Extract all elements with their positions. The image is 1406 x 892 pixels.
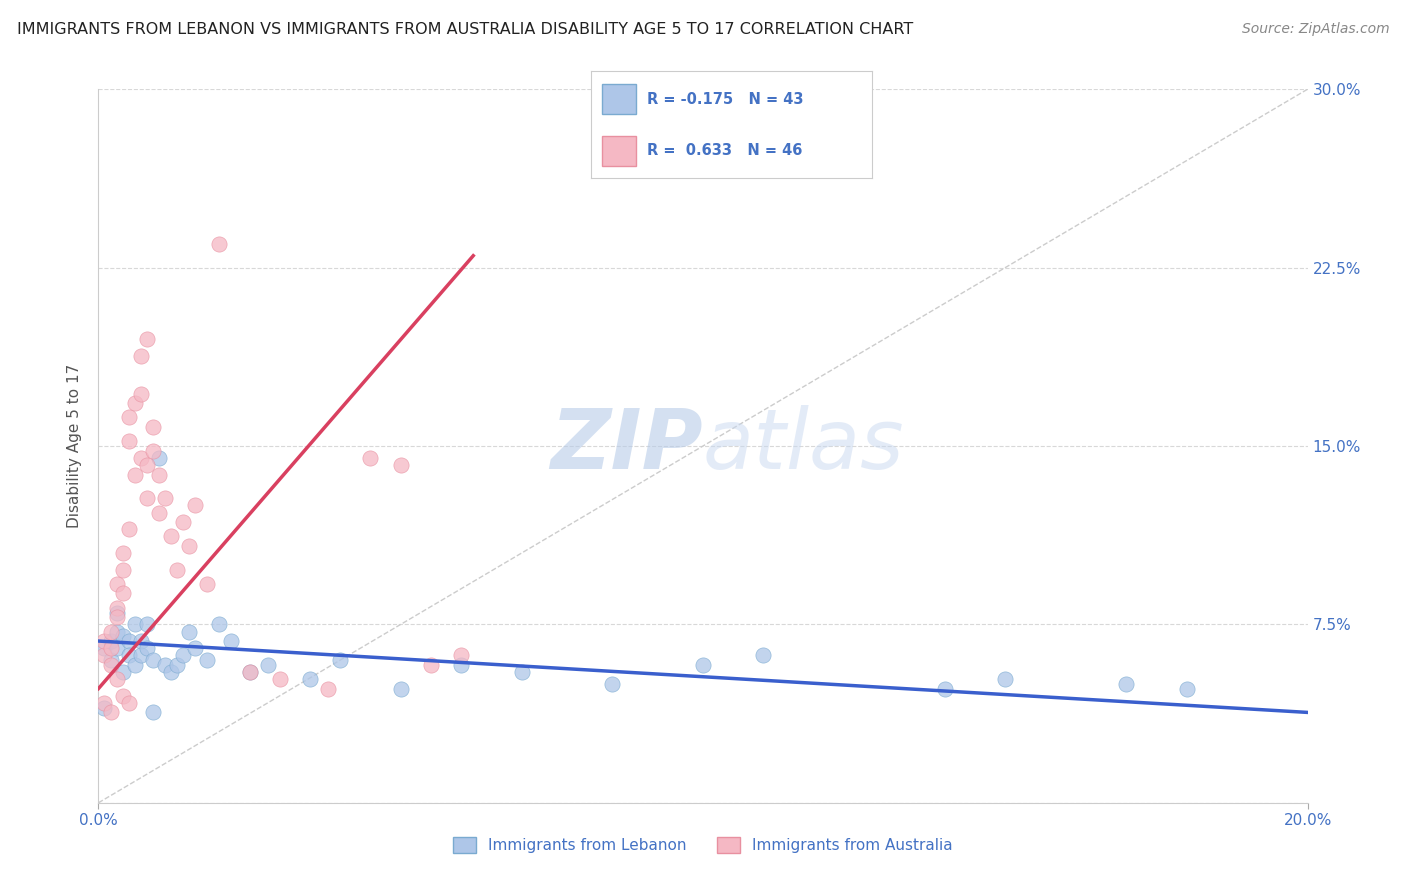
Point [148, 467, 170, 482]
Point [1175, 681, 1198, 696]
Point [129, 634, 152, 648]
Point [239, 665, 262, 679]
Point [129, 450, 152, 465]
Point [195, 653, 218, 667]
Point [389, 681, 412, 696]
Point [100, 657, 122, 672]
Text: IMMIGRANTS FROM LEBANON VS IMMIGRANTS FROM AUSTRALIA DISABILITY AGE 5 TO 17 CORR: IMMIGRANTS FROM LEBANON VS IMMIGRANTS FR… [17, 22, 912, 37]
Point [239, 665, 262, 679]
Point [994, 672, 1017, 686]
Point [129, 386, 152, 401]
Point [105, 672, 128, 686]
Point [93, 641, 115, 656]
Point [111, 689, 134, 703]
Point [105, 610, 128, 624]
Point [208, 617, 231, 632]
Point [105, 606, 128, 620]
Point [100, 634, 122, 648]
Point [105, 600, 128, 615]
Point [142, 443, 165, 458]
Point [111, 665, 134, 679]
Point [316, 681, 339, 696]
Point [93, 634, 115, 648]
Point [118, 648, 141, 663]
Point [93, 696, 115, 710]
Point [100, 653, 122, 667]
Point [166, 657, 188, 672]
Point [329, 653, 352, 667]
Point [184, 641, 207, 656]
Bar [602, 84, 636, 114]
Point [195, 577, 218, 591]
Point [184, 499, 207, 513]
Point [179, 624, 201, 639]
Point [450, 648, 472, 663]
Point [100, 706, 122, 720]
Point [118, 696, 141, 710]
Point [256, 657, 278, 672]
Point [142, 706, 165, 720]
Point [166, 563, 188, 577]
Point [360, 450, 382, 465]
Point [752, 648, 775, 663]
Point [105, 641, 128, 656]
Point [420, 657, 443, 672]
Point [160, 665, 183, 679]
Point [135, 332, 157, 346]
Point [118, 434, 141, 449]
Point [135, 491, 157, 506]
Text: Source: ZipAtlas.com: Source: ZipAtlas.com [1241, 22, 1389, 37]
Point [93, 700, 115, 714]
Point [153, 491, 176, 506]
Point [160, 529, 183, 543]
Point [142, 420, 165, 434]
Point [172, 648, 194, 663]
Point [111, 629, 134, 643]
Point [510, 665, 533, 679]
Point [124, 467, 146, 482]
Point [118, 634, 141, 648]
Text: R = -0.175   N = 43: R = -0.175 N = 43 [647, 92, 803, 107]
Text: atlas: atlas [703, 406, 904, 486]
Point [1115, 677, 1137, 691]
Text: ZIP: ZIP [550, 406, 703, 486]
Point [135, 617, 157, 632]
Legend: Immigrants from Lebanon, Immigrants from Australia: Immigrants from Lebanon, Immigrants from… [447, 831, 959, 859]
Point [111, 546, 134, 560]
Point [105, 624, 128, 639]
Point [111, 563, 134, 577]
Point [118, 410, 141, 425]
Point [100, 641, 122, 656]
Point [389, 458, 412, 472]
Point [172, 515, 194, 529]
Text: R =  0.633   N = 46: R = 0.633 N = 46 [647, 143, 803, 158]
Point [148, 450, 170, 465]
Point [148, 506, 170, 520]
Point [142, 653, 165, 667]
Bar [602, 136, 636, 166]
Point [100, 624, 122, 639]
Point [124, 617, 146, 632]
Point [153, 657, 176, 672]
Point [111, 586, 134, 600]
Point [135, 641, 157, 656]
Point [692, 657, 714, 672]
Point [269, 672, 291, 686]
Point [450, 657, 472, 672]
Point [93, 648, 115, 663]
Point [208, 236, 231, 251]
Point [179, 539, 201, 553]
Point [129, 349, 152, 363]
Point [221, 634, 243, 648]
Point [934, 681, 956, 696]
Y-axis label: Disability Age 5 to 17: Disability Age 5 to 17 [67, 364, 83, 528]
Point [129, 648, 152, 663]
Point [105, 577, 128, 591]
Point [124, 657, 146, 672]
Point [299, 672, 322, 686]
Point [135, 458, 157, 472]
Point [124, 396, 146, 410]
Point [118, 522, 141, 536]
Point [602, 677, 624, 691]
